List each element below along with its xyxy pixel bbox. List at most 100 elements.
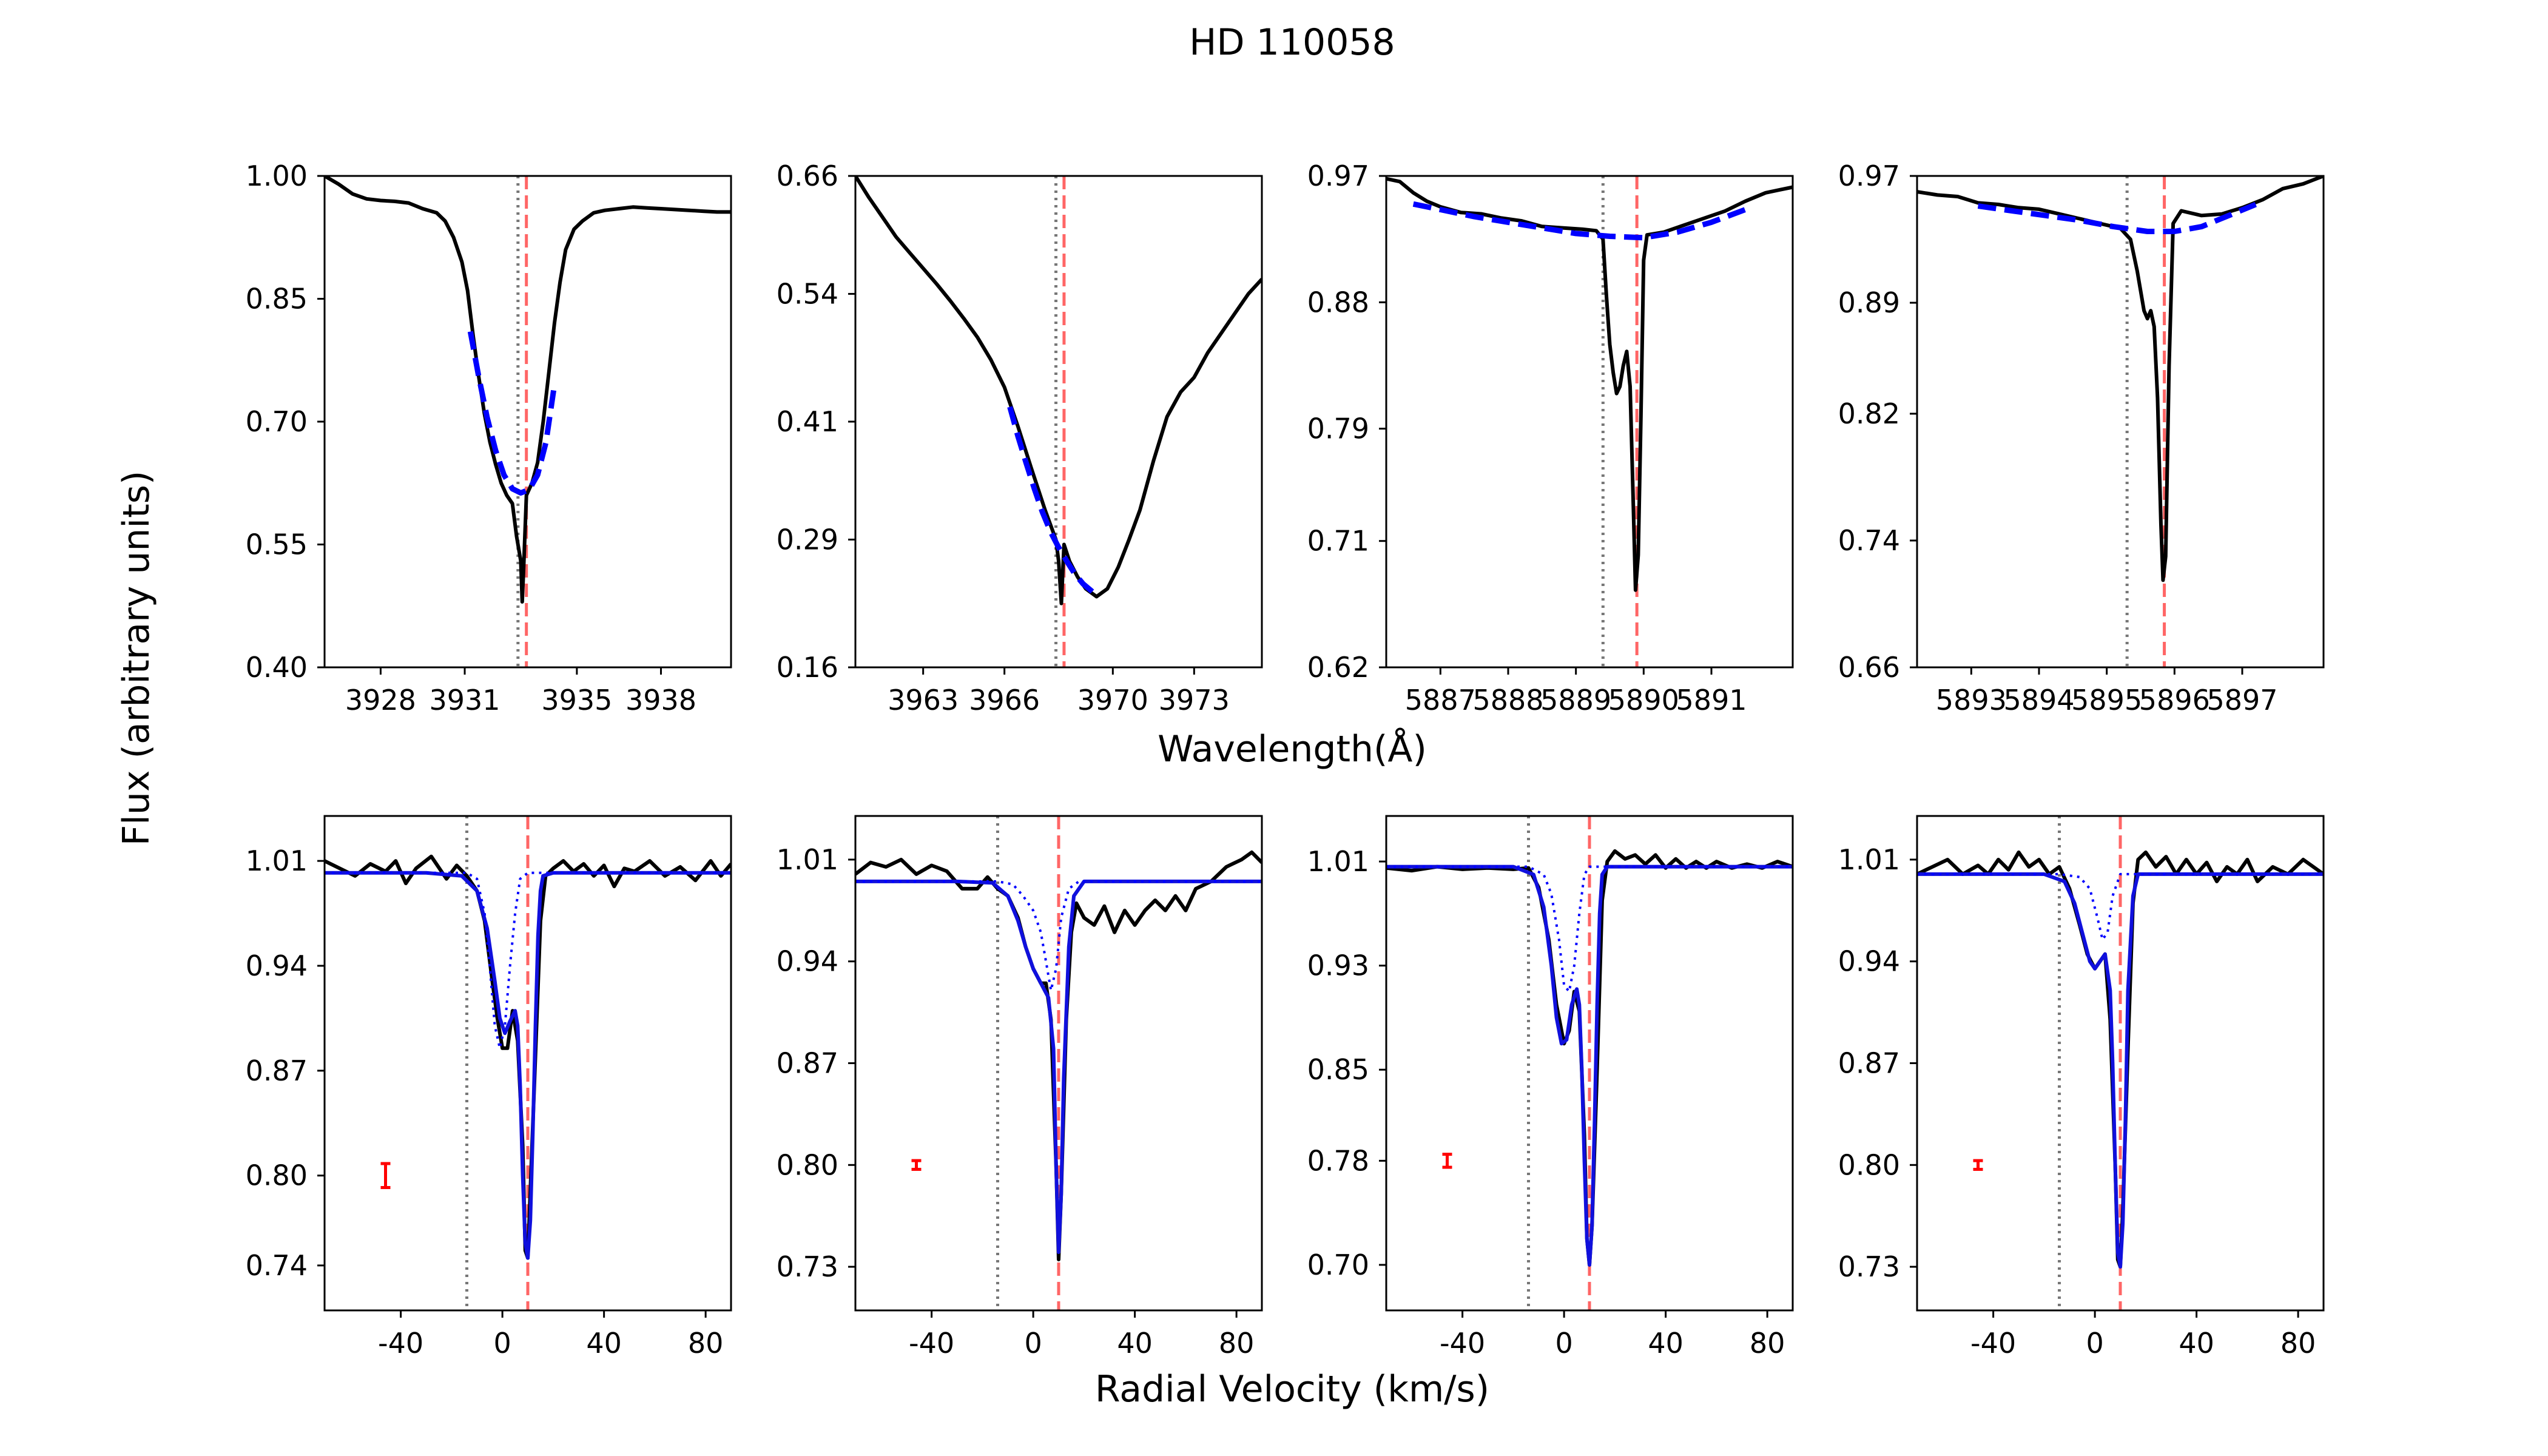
- axes-frame: [854, 175, 1263, 669]
- error-bar: [911, 1159, 922, 1171]
- axes-frame: [1385, 175, 1794, 669]
- y-tick-label: 0.80: [777, 1148, 838, 1181]
- x-tick-label: 5890: [1608, 684, 1679, 716]
- panel-bottom-2: -40 0 40 80 0.73 0.80 0.87 0.94 1.01: [777, 815, 1263, 1360]
- panel-bottom-1: -40 0 40 80 0.74 0.80 0.87 0.94 1.01: [246, 815, 732, 1360]
- y-tick-label: 0.41: [777, 405, 838, 438]
- y-tick-label: 0.87: [777, 1047, 838, 1080]
- y-tick-label: 0.40: [246, 651, 308, 684]
- series-component: [1917, 872, 2324, 941]
- y-tick-label: 0.97: [1838, 160, 1900, 192]
- x-tick-label: 3928: [345, 684, 416, 716]
- y-tick-label: 0.74: [1838, 524, 1900, 557]
- x-tick-label: 40: [1648, 1327, 1684, 1360]
- y-tick-label: 0.70: [1307, 1249, 1369, 1281]
- y-axis-label: Flux (arbitrary units): [115, 471, 158, 846]
- series-component: [325, 871, 731, 1050]
- error-bar: [1442, 1153, 1452, 1169]
- series-model: [1007, 406, 1099, 598]
- plot-area: [1917, 816, 2324, 1310]
- y-tick-label: 0.97: [1307, 160, 1369, 192]
- panels-group: 3928 3931 3935 3938 0.40 0.55 0.70 0.85 1.00 3963…: [246, 160, 2325, 1360]
- x-tick-label: 3935: [541, 684, 612, 716]
- y-tick-label: 0.16: [777, 651, 838, 684]
- x-tick-label: 80: [1750, 1327, 1785, 1360]
- x-tick-label: 5893: [1936, 684, 2007, 716]
- x-tick-label: 80: [688, 1327, 724, 1360]
- axes-frame: [323, 815, 732, 1312]
- x-tick-label: 40: [586, 1327, 622, 1360]
- x-tick-label: 3966: [969, 684, 1040, 716]
- x-tick-label: -40: [1440, 1327, 1485, 1360]
- x-tick-label: 3938: [625, 684, 696, 716]
- x-tick-label: -40: [1970, 1327, 2016, 1360]
- series-fit: [1386, 864, 1793, 1267]
- y-tick-label: 0.94: [246, 949, 308, 982]
- y-tick-label: 1.01: [1838, 843, 1900, 876]
- axes-frame: [1916, 175, 2325, 669]
- x-tick-label: 5895: [2071, 684, 2142, 716]
- panel-bottom-4: -40 0 40 80 0.73 0.80 0.87 0.94 1.01: [1838, 815, 2325, 1360]
- x-tick-label: 0: [2086, 1327, 2103, 1360]
- x-tick-label: 5888: [1472, 684, 1543, 716]
- y-tick-label: 0.62: [1307, 651, 1369, 684]
- axes-frame: [1385, 815, 1794, 1312]
- y-tick-label: 1.01: [1307, 845, 1369, 878]
- series-model: [1977, 201, 2257, 234]
- series-fit: [1917, 872, 2324, 1269]
- y-tick-label: 0.74: [246, 1249, 308, 1282]
- x-tick-label: -40: [909, 1327, 954, 1360]
- plot-area: [855, 176, 1262, 667]
- x-tick-label: 5897: [2206, 684, 2277, 716]
- x-tick-label: 3963: [888, 684, 959, 716]
- plot-area: [325, 816, 731, 1310]
- error-bar: [380, 1162, 391, 1189]
- panel-top-1: 3928 3931 3935 3938 0.40 0.55 0.70 0.85 1.00: [246, 160, 732, 716]
- series-observed: [325, 176, 731, 604]
- y-tick-label: 0.66: [1838, 651, 1900, 684]
- panel-bottom-3: -40 0 40 80 0.70 0.78 0.85 0.93 1.01: [1307, 815, 1794, 1360]
- series-observed: [855, 176, 1262, 605]
- series-observed: [1917, 176, 2324, 582]
- x-tick-label: -40: [378, 1327, 423, 1360]
- y-tick-label: 0.78: [1307, 1144, 1369, 1177]
- x-tick-label: 80: [1219, 1327, 1255, 1360]
- x-tick-label: 80: [2280, 1327, 2316, 1360]
- x-tick-label: 5896: [2139, 684, 2210, 716]
- series-fit: [855, 879, 1262, 1255]
- panel-top-2: 3963 3966 3970 3973 0.16 0.29 0.41 0.54 0.66: [777, 160, 1263, 716]
- y-tick-label: 0.71: [1307, 525, 1369, 558]
- y-tick-label: 0.29: [777, 523, 838, 556]
- x-tick-label: 5887: [1405, 684, 1476, 716]
- y-tick-label: 0.87: [246, 1054, 308, 1087]
- y-tick-label: 1.01: [246, 844, 308, 877]
- y-tick-label: 0.80: [246, 1159, 308, 1192]
- error-bar: [1973, 1159, 1983, 1171]
- y-tick-label: 1.01: [777, 843, 838, 876]
- y-tick-label: 0.80: [1838, 1148, 1900, 1181]
- y-tick-label: 0.88: [1307, 286, 1369, 318]
- x-tick-label: 40: [2179, 1327, 2214, 1360]
- series-model: [1412, 201, 1747, 241]
- figure-title: HD 110058: [1189, 21, 1395, 64]
- x-tick-label: 0: [493, 1327, 511, 1360]
- x-tick-label: 3931: [429, 684, 500, 716]
- y-tick-label: 0.73: [777, 1250, 838, 1283]
- plot-area: [855, 816, 1262, 1310]
- x-tick-label: 5894: [2003, 684, 2074, 716]
- x-tick-label: 5891: [1676, 684, 1747, 716]
- x-tick-label: 0: [1024, 1327, 1042, 1360]
- plot-area: [325, 176, 731, 667]
- x-tick-label: 5889: [1540, 684, 1611, 716]
- y-tick-label: 0.73: [1838, 1250, 1900, 1283]
- y-tick-label: 0.54: [777, 277, 838, 310]
- top-x-axis-label: Wavelength(Å): [1158, 727, 1427, 770]
- plot-area: [1386, 816, 1793, 1310]
- series-fit: [325, 871, 731, 1260]
- x-tick-label: 40: [1117, 1327, 1153, 1360]
- series-observed: [1386, 177, 1793, 592]
- plot-area: [1386, 176, 1793, 667]
- plot-area: [1917, 176, 2324, 667]
